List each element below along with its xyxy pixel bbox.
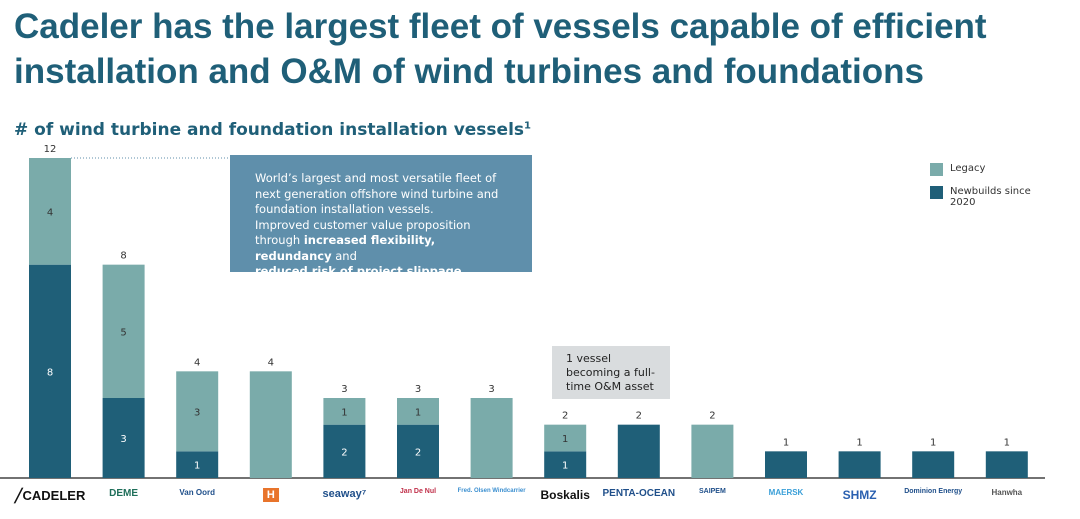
segment-label: 5 [120,327,126,338]
logo-hanwha-ocean: Hanwha [991,488,1023,497]
segment-label: 1 [415,407,421,418]
total-label: 4 [268,357,274,368]
total-label: 3 [341,384,347,395]
legend: Legacy Newbuilds since 2020 [930,163,1040,218]
segment-label: 1 [562,434,568,445]
bar-newbuilds [397,424,439,478]
total-label: 12 [44,144,57,155]
callout-box: World’s largest and most versatile fleet… [230,155,532,278]
bar-newbuilds [176,451,219,478]
total-label: 2 [636,411,642,422]
logo-boskalis: Boskalis [540,488,590,502]
legend-legacy: Legacy [930,163,1040,176]
total-label: 2 [709,411,715,422]
bar-newbuilds [912,451,955,478]
logo-cadeler: ╱CADELER [14,488,86,503]
logo-seaway7: seaway⁷ [322,488,367,500]
logo-h: H [262,488,279,502]
note-box: 1 vessel becoming a full-time O&M asset [552,346,670,399]
total-label: 1 [856,437,862,448]
segment-label: 1 [562,461,568,472]
logo-dominion-energy: Dominion Energy [904,488,963,495]
logo-maersk: MAERSK [768,488,804,497]
bar-legacy [691,424,734,478]
segment-label: 3 [120,434,126,445]
segment-label: 4 [47,207,53,218]
legend-swatch [930,186,943,199]
bar-newbuilds [617,424,660,478]
bar-legacy [470,398,513,478]
total-label: 4 [194,357,200,368]
total-label: 1 [783,437,789,448]
bar-legacy [323,398,366,425]
total-label: 1 [1004,437,1010,448]
segment-label: 2 [341,447,347,458]
segment-label: 1 [194,461,200,472]
chart-subtitle: # of wind turbine and foundation install… [14,120,531,140]
total-label: 8 [120,251,126,262]
bar-newbuilds [985,451,1028,478]
bar-legacy [29,158,71,265]
bar-legacy [544,424,587,452]
logo-van-oord: Van Oord [179,488,215,497]
page-title: Cadeler has the largest fleet of vessels… [14,7,987,91]
legend-swatch [930,163,943,176]
total-label: 2 [562,411,568,422]
bar-newbuilds [102,398,145,478]
legend-newbuilds: Newbuilds since 2020 [930,186,1040,208]
logo-saipem: SAIPEM [698,488,726,495]
total-label: 3 [415,384,421,395]
bar-newbuilds [544,451,587,478]
bar-newbuilds [838,451,881,478]
segment-label: 8 [47,367,53,378]
logo-deme: DEME [109,488,139,499]
segment-label: 2 [415,447,421,458]
logo-penta-ocean: PENTA-OCEAN [602,488,676,499]
logo-jan-de-nul: Jan De Nul [399,488,437,495]
bar-newbuilds [323,424,366,478]
bar-legacy [397,398,439,425]
logo-fred-olsen-windcarrier: Fred. Olsen Windcarrier [457,488,526,494]
bar-newbuilds [29,264,71,478]
logo-shmz: SHMZ [842,488,877,502]
total-label: 1 [930,437,936,448]
segment-label: 1 [341,407,347,418]
bar-legacy [176,371,219,452]
bar-newbuilds [765,451,807,478]
segment-label: 3 [194,407,200,418]
bar-legacy [249,371,292,478]
bar-legacy [102,264,145,398]
total-label: 3 [488,384,494,395]
